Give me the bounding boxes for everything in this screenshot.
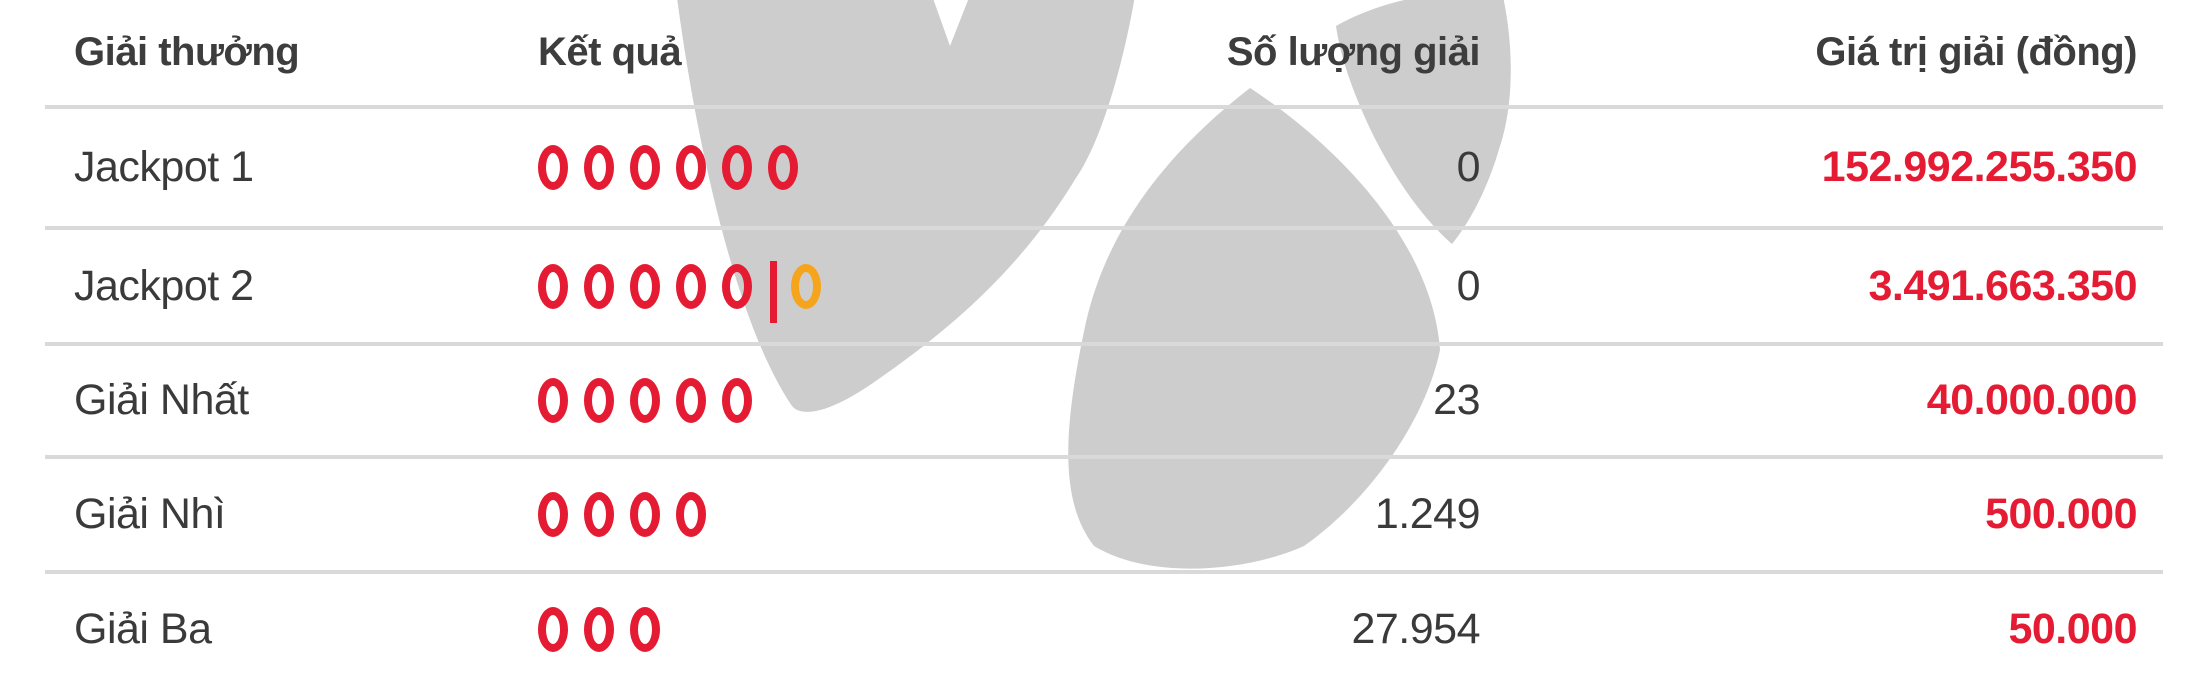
result-circle-icon xyxy=(538,263,568,309)
result-circle-icon xyxy=(630,263,660,309)
result-circle-icon xyxy=(722,145,752,190)
table-row: Giải Nhì 1.249 500.000 xyxy=(45,455,2163,570)
result-circle-icon xyxy=(584,606,614,652)
value-cell: 500.000 xyxy=(1985,490,2137,538)
result-circle-icon xyxy=(538,378,568,423)
result-circle-icon xyxy=(630,145,660,190)
table-header-row: Giải thưởng Kết quả Số lượng giải Giá tr… xyxy=(45,0,2163,105)
result-circle-icon xyxy=(584,492,614,537)
result-circle-icon xyxy=(676,263,706,309)
table-body: Jackpot 1 0 152.992.255.350 Jackpot 2 0 … xyxy=(45,105,2163,684)
prize-name-cell: Jackpot 1 xyxy=(74,143,254,191)
table-row: Jackpot 2 0 3.491.663.350 xyxy=(45,226,2163,342)
prize-results-table: Giải thưởng Kết quả Số lượng giải Giá tr… xyxy=(45,0,2163,684)
watermark-center-petal xyxy=(1068,88,1440,569)
result-circle-icon xyxy=(538,606,568,652)
header-quantity: Số lượng giải xyxy=(1226,30,1481,74)
value-cell: 40.000.000 xyxy=(1926,376,2138,424)
result-cell xyxy=(538,145,1064,190)
prize-name-cell: Giải Ba xyxy=(74,604,212,653)
quantity-cell: 0 xyxy=(1456,143,1481,191)
result-cell xyxy=(538,606,1064,652)
result-circle-icon xyxy=(676,492,706,537)
watermark-right-petal xyxy=(1336,0,1511,244)
bonus-circle-icon xyxy=(791,263,821,309)
header-result: Kết quả xyxy=(538,30,682,74)
header-value: Giá trị giải (đồng) xyxy=(1815,30,2137,74)
result-circle-icon xyxy=(676,378,706,423)
value-cell: 50.000 xyxy=(2008,604,2137,653)
result-circle-icon xyxy=(584,263,614,309)
table-row: Giải Nhất 23 40.000.000 xyxy=(45,342,2163,455)
quantity-cell: 27.954 xyxy=(1351,604,1480,653)
result-circle-icon xyxy=(722,263,752,309)
quantity-cell: 1.249 xyxy=(1374,490,1481,538)
result-circle-icon xyxy=(676,145,706,190)
prize-name-cell: Jackpot 2 xyxy=(74,261,254,310)
result-circle-icon xyxy=(584,145,614,190)
quantity-cell: 23 xyxy=(1433,376,1480,424)
table-row: Jackpot 1 0 152.992.255.350 xyxy=(45,105,2163,226)
result-circle-icon xyxy=(722,378,752,423)
result-cell xyxy=(538,378,1064,423)
result-circle-icon xyxy=(630,492,660,537)
result-circle-icon xyxy=(630,378,660,423)
result-circle-icon xyxy=(768,145,798,190)
result-circle-icon xyxy=(538,145,568,190)
value-cell: 152.992.255.350 xyxy=(1821,143,2138,191)
result-separator xyxy=(770,261,777,323)
result-circle-icon xyxy=(538,492,568,537)
quantity-cell: 0 xyxy=(1456,261,1481,310)
result-cell xyxy=(538,255,1064,323)
watermark-left-petal xyxy=(677,0,1135,412)
value-cell: 3.491.663.350 xyxy=(1868,261,2138,310)
prize-name-cell: Giải Nhất xyxy=(74,376,249,424)
table-row: Giải Ba 27.954 50.000 xyxy=(45,570,2163,684)
header-prize: Giải thưởng xyxy=(74,30,300,74)
result-circle-icon xyxy=(584,378,614,423)
result-cell xyxy=(538,492,1064,537)
result-circle-icon xyxy=(630,606,660,652)
prize-name-cell: Giải Nhì xyxy=(74,490,226,538)
